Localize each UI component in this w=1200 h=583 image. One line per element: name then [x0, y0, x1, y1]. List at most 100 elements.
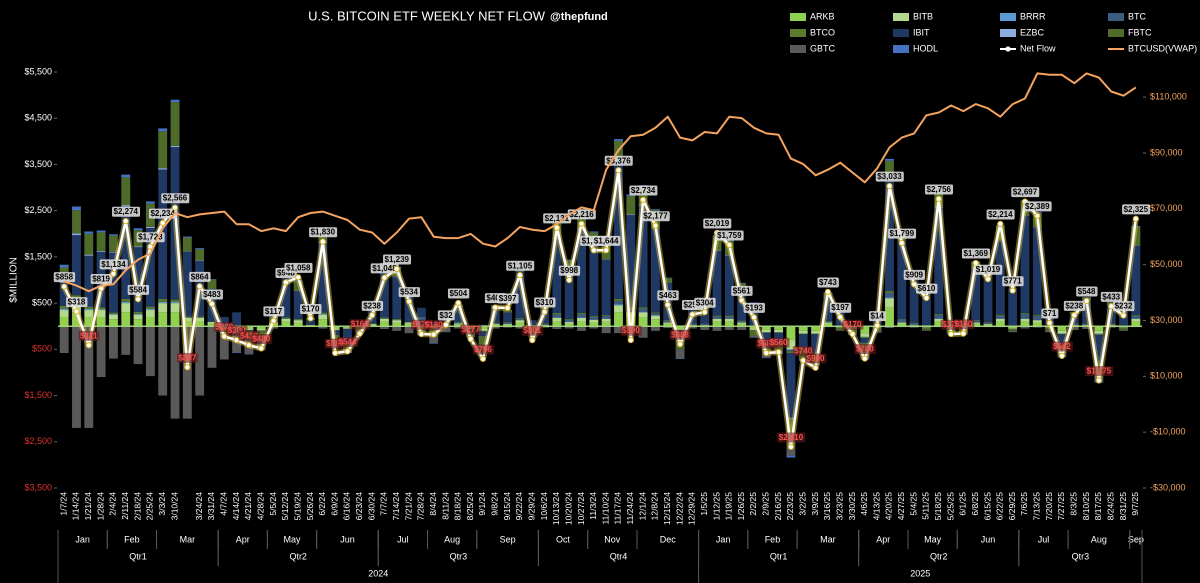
bar	[453, 323, 463, 325]
data-label: $232	[1115, 302, 1133, 311]
point	[184, 364, 191, 371]
x-tick-label: 5/25/25	[945, 492, 955, 521]
point	[627, 336, 634, 344]
bar	[885, 298, 894, 308]
bar	[59, 310, 69, 317]
bar	[885, 326, 894, 329]
bar	[429, 334, 439, 344]
bar	[737, 320, 747, 323]
x-tick-label: 11/10/24	[600, 492, 610, 525]
point	[615, 167, 622, 174]
bar	[626, 215, 636, 308]
bar	[515, 317, 525, 319]
bar	[761, 329, 771, 333]
bar	[121, 205, 131, 207]
data-label-bg	[521, 325, 544, 336]
bar	[318, 326, 328, 329]
data-label-bg	[743, 302, 765, 313]
data-label: $2,389	[1025, 202, 1050, 211]
point	[689, 311, 696, 318]
quarters-label: Qtr1	[770, 551, 788, 561]
bar	[108, 312, 118, 314]
bar	[72, 233, 81, 236]
bar	[589, 326, 599, 329]
months-label: Apr	[236, 534, 250, 544]
legend-swatch	[1000, 13, 1016, 21]
bar	[577, 229, 586, 314]
bar	[1106, 304, 1116, 324]
bar	[453, 307, 463, 322]
bar	[1020, 312, 1030, 314]
bar	[860, 338, 870, 343]
months-label: Jan	[716, 534, 731, 544]
bar	[1131, 315, 1141, 317]
point	[775, 349, 782, 356]
bar	[564, 318, 574, 320]
bar	[552, 314, 562, 318]
months-label: Jul	[1038, 534, 1050, 544]
bar	[1131, 316, 1141, 319]
x-tick-label: 8/25/24	[465, 492, 475, 521]
data-label: $255	[683, 301, 701, 310]
bar	[182, 316, 192, 318]
data-label: $406	[486, 294, 504, 303]
data-label-bg	[53, 272, 76, 283]
data-label: $544	[339, 337, 357, 346]
data-label: $193	[745, 303, 763, 312]
data-label: $771	[1004, 277, 1022, 286]
bar	[158, 168, 168, 170]
point	[171, 204, 179, 211]
bar	[724, 321, 734, 327]
point	[196, 283, 203, 290]
years-label: 2024	[368, 568, 388, 578]
bar	[281, 275, 291, 318]
bar	[133, 319, 143, 327]
data-label: $2,610	[779, 433, 804, 442]
bar	[343, 327, 352, 329]
bar	[650, 315, 660, 320]
y-tick-label: $4,500	[24, 113, 52, 123]
bar	[293, 322, 303, 327]
bar	[614, 298, 623, 301]
x-tick-label: 9/1/24	[477, 492, 487, 516]
quarters-label: Qtr1	[129, 551, 147, 561]
bar	[145, 306, 155, 309]
bar	[761, 326, 771, 330]
point	[738, 297, 745, 304]
bar	[133, 246, 143, 248]
bar	[589, 316, 599, 320]
point	[61, 283, 68, 290]
bar	[1119, 329, 1128, 331]
bar	[96, 316, 106, 327]
bar	[552, 326, 562, 329]
data-label: $1,239	[385, 255, 410, 264]
data-label-bg	[961, 248, 990, 259]
x-tick-label: 10/27/24	[576, 492, 586, 525]
bar	[121, 298, 131, 302]
bar	[453, 324, 463, 327]
quarters-label: Qtr3	[450, 551, 468, 561]
point	[578, 220, 585, 227]
bar	[921, 329, 931, 331]
bar	[379, 321, 389, 327]
x-tick-label: 5/4/25	[908, 492, 918, 516]
data-label-bg	[903, 269, 926, 280]
bar	[614, 300, 623, 305]
y2-tick-label: -$10,000	[1150, 427, 1186, 437]
bar	[515, 318, 525, 320]
data-label-bg	[629, 185, 658, 196]
bar	[552, 313, 562, 315]
data-label-bg	[263, 306, 285, 317]
bar	[158, 131, 168, 169]
bar	[663, 322, 673, 324]
bar	[552, 238, 562, 240]
bar	[121, 326, 131, 355]
point	[258, 345, 265, 352]
point	[1046, 319, 1053, 327]
legend-swatch	[790, 45, 806, 53]
bar	[983, 323, 993, 325]
months-label: Jul	[397, 534, 409, 544]
data-label: $819	[92, 274, 110, 283]
bar	[293, 318, 303, 320]
data-label: $900	[807, 354, 825, 363]
